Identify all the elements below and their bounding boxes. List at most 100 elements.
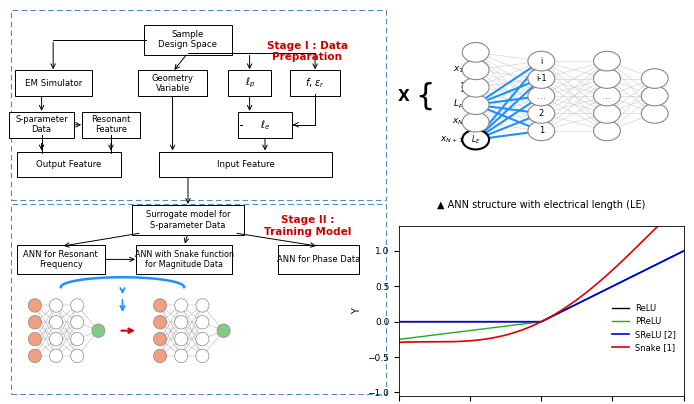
- Text: i: i: [540, 57, 543, 65]
- Circle shape: [49, 332, 62, 346]
- Text: Sample
Design Space: Sample Design Space: [158, 30, 217, 49]
- Text: Input Feature: Input Feature: [217, 160, 275, 169]
- Text: Surrogate model for
S-parameter Data: Surrogate model for S-parameter Data: [146, 210, 230, 229]
- Text: $L_E$: $L_E$: [471, 133, 480, 146]
- Circle shape: [153, 332, 167, 346]
- Text: Output Feature: Output Feature: [36, 160, 101, 169]
- Snake [1]: [507, 331, 516, 336]
- ReLU: [679, 248, 688, 253]
- FancyBboxPatch shape: [15, 70, 92, 96]
- Circle shape: [641, 69, 668, 88]
- Circle shape: [462, 95, 489, 115]
- FancyBboxPatch shape: [278, 244, 359, 274]
- Circle shape: [217, 324, 230, 337]
- Text: S-parameter
Data: S-parameter Data: [15, 115, 68, 135]
- Circle shape: [49, 299, 62, 312]
- Circle shape: [71, 349, 84, 363]
- PReLU: [429, 332, 437, 337]
- Circle shape: [528, 121, 555, 141]
- Text: Stage II :
Training Model: Stage II : Training Model: [264, 215, 351, 237]
- Legend: ReLU, PReLU, SReLU [2], Snake [1]: ReLU, PReLU, SReLU [2], Snake [1]: [609, 301, 679, 356]
- SReLU [2]: [602, 287, 610, 292]
- FancyBboxPatch shape: [82, 112, 139, 138]
- Circle shape: [49, 349, 62, 363]
- Circle shape: [196, 349, 209, 363]
- Circle shape: [462, 42, 489, 62]
- PReLU: [395, 337, 403, 342]
- Circle shape: [175, 332, 188, 346]
- Text: $L_p$: $L_p$: [453, 98, 464, 111]
- PReLU: [600, 288, 609, 293]
- Y-axis label: Y: Y: [352, 308, 362, 314]
- PReLU: [507, 323, 516, 328]
- Circle shape: [528, 86, 555, 106]
- ReLU: [602, 287, 610, 292]
- Circle shape: [528, 51, 555, 71]
- Snake [1]: [602, 274, 610, 278]
- Text: $\mathbf{X}$: $\mathbf{X}$: [398, 88, 411, 104]
- FancyBboxPatch shape: [132, 205, 244, 235]
- Circle shape: [462, 60, 489, 80]
- Line: PReLU: PReLU: [399, 251, 684, 339]
- Text: Geometry
Variable: Geometry Variable: [151, 74, 194, 93]
- Text: ANN for Phase Data: ANN for Phase Data: [278, 255, 361, 264]
- ReLU: [574, 301, 582, 306]
- Circle shape: [153, 299, 167, 312]
- Text: EM Simulator: EM Simulator: [24, 79, 82, 88]
- Circle shape: [71, 332, 84, 346]
- Circle shape: [462, 78, 489, 97]
- Text: $f$, $\varepsilon_r$: $f$, $\varepsilon_r$: [305, 76, 325, 90]
- Text: $x_1$: $x_1$: [452, 65, 464, 75]
- Circle shape: [593, 103, 620, 123]
- Circle shape: [641, 86, 668, 106]
- SReLU [2]: [574, 301, 582, 306]
- Circle shape: [196, 299, 209, 312]
- ReLU: [507, 319, 516, 324]
- Snake [1]: [600, 275, 609, 280]
- Circle shape: [528, 69, 555, 88]
- FancyBboxPatch shape: [144, 25, 232, 55]
- FancyBboxPatch shape: [17, 244, 105, 274]
- Text: ...: ...: [602, 91, 611, 101]
- ReLU: [429, 319, 437, 324]
- FancyBboxPatch shape: [136, 244, 232, 274]
- Circle shape: [196, 316, 209, 329]
- Line: SReLU [2]: SReLU [2]: [399, 251, 684, 322]
- SReLU [2]: [507, 319, 516, 324]
- FancyBboxPatch shape: [159, 152, 332, 177]
- Text: $\vdots$: $\vdots$: [455, 80, 464, 94]
- Circle shape: [593, 51, 620, 71]
- Circle shape: [92, 324, 105, 337]
- FancyBboxPatch shape: [9, 112, 74, 138]
- FancyBboxPatch shape: [228, 70, 271, 96]
- SReLU [2]: [395, 319, 403, 324]
- Text: ...: ...: [537, 91, 545, 101]
- Circle shape: [153, 349, 167, 363]
- PReLU: [679, 248, 688, 253]
- Circle shape: [593, 121, 620, 141]
- Snake [1]: [574, 297, 582, 301]
- Text: i-1: i-1: [536, 74, 547, 83]
- FancyBboxPatch shape: [238, 112, 292, 138]
- FancyBboxPatch shape: [138, 70, 208, 96]
- Circle shape: [28, 332, 42, 346]
- Snake [1]: [395, 340, 403, 345]
- PReLU: [574, 301, 582, 306]
- Circle shape: [175, 299, 188, 312]
- Snake [1]: [679, 198, 688, 203]
- ReLU: [600, 288, 609, 293]
- Text: ANN for Resonant
Frequency: ANN for Resonant Frequency: [24, 250, 99, 269]
- Snake [1]: [429, 339, 437, 344]
- Circle shape: [71, 299, 84, 312]
- Text: 1: 1: [539, 126, 544, 135]
- ReLU: [395, 319, 403, 324]
- Line: ReLU: ReLU: [399, 251, 684, 322]
- Circle shape: [528, 103, 555, 123]
- Text: Stage I : Data
Preparation: Stage I : Data Preparation: [267, 41, 348, 62]
- Text: Resonant
Feature: Resonant Feature: [91, 115, 130, 135]
- PReLU: [602, 287, 610, 292]
- Circle shape: [49, 316, 62, 329]
- Circle shape: [462, 112, 489, 132]
- FancyBboxPatch shape: [17, 152, 121, 177]
- Snake [1]: [488, 336, 496, 341]
